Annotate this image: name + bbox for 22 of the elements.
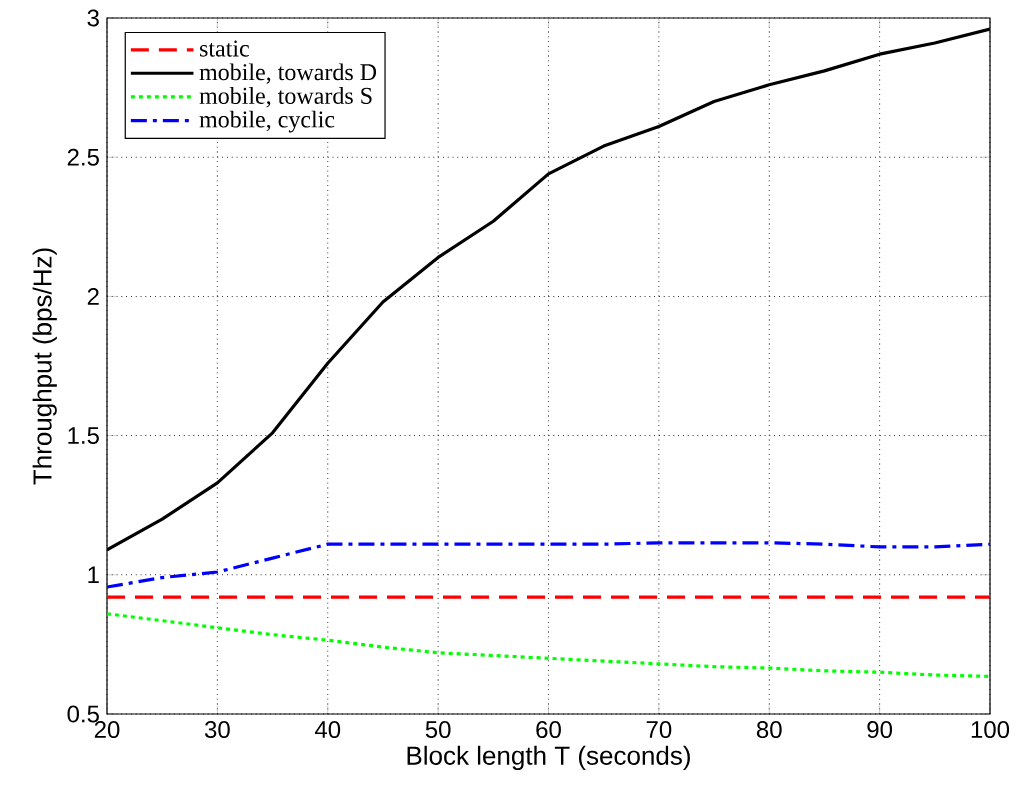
y-tick-label: 1.5 <box>68 427 99 444</box>
y-tick-label: 0.5 <box>67 705 99 723</box>
x-tick-label: 50 <box>425 721 451 739</box>
y-tick-label: 2.5 <box>67 148 99 166</box>
line-series <box>107 612 990 679</box>
x-tick-label: 60 <box>536 721 561 739</box>
x-tick-label: 100 <box>971 721 1010 739</box>
x-tick-label: 80 <box>756 721 782 739</box>
legend-label: mobile, cyclic <box>199 110 335 133</box>
legend-label: mobile, towards S <box>199 87 372 108</box>
y-tick-label: 2 <box>87 288 99 305</box>
y-tick-label: 1 <box>88 566 99 584</box>
x-tick-label: 20 <box>94 721 120 739</box>
x-tick-label: 90 <box>867 721 893 739</box>
legend-label: mobile, towards D <box>199 63 377 84</box>
x-tick-label: 30 <box>204 721 230 739</box>
x-tick-label: 40 <box>314 721 341 739</box>
y-axis-title: Throughput (bps/Hz) <box>32 248 57 485</box>
x-axis-title: Block length T (seconds) <box>407 745 690 771</box>
legend-label: static <box>200 40 249 57</box>
x-tick-label: 70 <box>646 721 672 739</box>
y-tick-label: 3 <box>87 9 99 27</box>
